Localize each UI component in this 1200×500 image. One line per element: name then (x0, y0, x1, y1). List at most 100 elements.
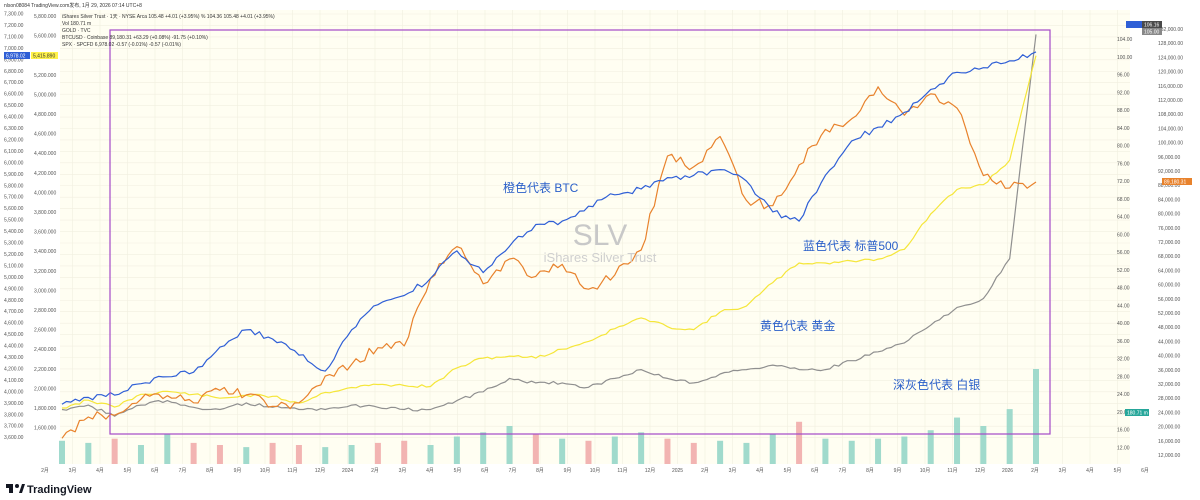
right-axis-btc-tick-label: 112,000.00 (1158, 98, 1183, 104)
volume-bar (111, 438, 118, 464)
time-axis[interactable]: 2月 3月 4月 5月 6月 7月 8月 9月 10月 11月 12月 2024 2月 3月 4月 5月 6月 7… (41, 468, 1149, 474)
right-axis-slv-tick-label: 76.00 (1117, 161, 1130, 167)
volume-bar (532, 434, 539, 464)
time-axis-tick-label: 12月 (315, 468, 326, 474)
right-axis-btc-tick-label: 72,000.00 (1158, 240, 1180, 246)
left-axis-2-tick-label: 4,200.000 (34, 171, 56, 177)
left-axis-2-tick-label: 2,800.000 (34, 308, 56, 314)
volume-bar (401, 440, 408, 464)
tradingview-logo-text: TradingView (27, 484, 92, 496)
right-axis-slv[interactable]: 104.00 100.00 96.00 92.00 88.00 84.00 80.00 76.… (1117, 37, 1133, 451)
spx-price-badge (4, 52, 30, 59)
time-axis-tick-label: 2026 (1002, 468, 1013, 474)
time-axis-tick-label: 2月 (701, 468, 709, 474)
time-axis-tick-label: 9月 (234, 468, 242, 474)
left-axis-2-tick-label: 2,400.000 (34, 347, 56, 353)
right-axis-btc-tick-label: 36,000.00 (1158, 368, 1180, 374)
btc-price-badge-text: 89,180.31 (1164, 180, 1186, 186)
time-axis-tick-label: 4月 (426, 468, 434, 474)
volume-badge-text: 180.71 m (1127, 411, 1148, 417)
volume-bar (822, 438, 829, 464)
annotation-gold: 黄色代表 黄金 (760, 318, 835, 333)
left-axis-2-tick-label: 4,800.000 (34, 112, 56, 118)
right-axis-slv-tick-label: 96.00 (1117, 73, 1130, 79)
volume-bar (85, 442, 92, 464)
left-axis-tick-label: 7,100.00 (4, 34, 24, 40)
volume-bar (559, 438, 566, 464)
time-axis-tick-label: 6月 (151, 468, 159, 474)
left-axis-tick-label: 4,300.00 (4, 355, 24, 361)
footer (0, 476, 1200, 500)
time-axis-tick-label: 2月 (41, 468, 49, 474)
volume-bar (638, 432, 645, 464)
btc-price-badge (1162, 178, 1192, 185)
price-series (61, 34, 1037, 439)
left-axis-2-tick-label: 4,600.000 (34, 132, 56, 138)
left-axis-2-tick-label: 5,200.000 (34, 73, 56, 79)
time-axis-tick-label: 2月 (371, 468, 379, 474)
tradingview-logo-icon (6, 484, 25, 493)
right-axis-btc-tick-label: 100,000.00 (1158, 141, 1183, 147)
right-axis-slv-tick-label: 68.00 (1117, 197, 1130, 203)
left-axis-tick-label: 6,000.00 (4, 160, 24, 166)
right-axis-slv-tick-label: 72.00 (1117, 179, 1130, 185)
left-axis-spx[interactable]: 7,300.00 7,200.00 7,100.00 7,000.00 6,900.00… (4, 12, 24, 442)
time-axis-tick-label: 5月 (454, 468, 462, 474)
right-axis-btc-tick-label: 40,000.00 (1158, 354, 1180, 360)
annotation-btc: 橙色代表 BTC (503, 180, 579, 195)
time-axis-tick-label: 3月 (69, 468, 77, 474)
gold-price-badge-text: 5,415.890 (33, 54, 55, 60)
left-axis-tick-label: 4,200.00 (4, 366, 24, 372)
time-axis-tick-label: 2024 (342, 468, 353, 474)
time-axis-tick-label: 6月 (481, 468, 489, 474)
annotation-silver: 深灰色代表 白银 (893, 377, 980, 392)
header-gold-line: GOLD · TVC (62, 28, 91, 34)
time-axis-tick-label: 8月 (536, 468, 544, 474)
gold-price-badge (31, 52, 58, 59)
volume-bar (743, 442, 750, 464)
annotation-spx: 蓝色代表 标普500 (803, 239, 899, 253)
right-axis-btc-tick-label: 116,000.00 (1158, 84, 1183, 90)
left-axis-2-tick-label: 2,200.000 (34, 367, 56, 373)
right-axis-btc[interactable]: 132,000.00 128,000.00 124,000.00 120,000.00… (1158, 27, 1183, 459)
left-axis-tick-label: 5,700.00 (4, 195, 24, 201)
slv-price-badge (1142, 21, 1162, 28)
left-axis-tick-label: 3,700.00 (4, 424, 24, 430)
right-axis-btc-tick-label: 104,000.00 (1158, 126, 1183, 132)
volume-bar (690, 442, 697, 464)
right-axis-slv-tick-label: 40.00 (1117, 321, 1130, 327)
volume-bar (954, 417, 961, 464)
volume-bar (769, 434, 776, 464)
right-axis-btc-tick-label: 80,000.00 (1158, 212, 1180, 218)
volume-bar (980, 426, 987, 464)
left-axis-tick-label: 4,600.00 (4, 321, 24, 327)
right-axis-btc-tick-label: 92,000.00 (1158, 169, 1180, 175)
volume-bar (243, 447, 250, 464)
volume-bar (1033, 369, 1039, 464)
left-axis-tick-label: 5,000.00 (4, 275, 24, 281)
time-axis-tick-label: 3月 (1059, 468, 1067, 474)
time-axis-tick-label: 6月 (1141, 468, 1149, 474)
watermark-symbol: SLV (573, 219, 627, 252)
time-axis-tick-label: 9月 (564, 468, 572, 474)
left-axis-2-tick-label: 5,800.000 (34, 14, 56, 20)
volume-bar (506, 426, 513, 464)
grid-lines (60, 10, 1130, 464)
right-axis-slv-tick-label: 48.00 (1117, 286, 1130, 292)
series-line-slv (61, 34, 1037, 417)
left-axis-tick-label: 6,800.00 (4, 69, 24, 75)
time-axis-tick-label: 9月 (894, 468, 902, 474)
time-axis-tick-label: 2025 (672, 468, 683, 474)
volume-bar (295, 445, 302, 464)
volume-bar (480, 432, 487, 464)
right-axis-slv-tick-label: 36.00 (1117, 339, 1130, 345)
volume-bar (59, 440, 65, 464)
left-axis-tick-label: 6,600.00 (4, 92, 24, 98)
volume-bar (322, 447, 329, 464)
right-axis-btc-tick-label: 68,000.00 (1158, 254, 1180, 260)
left-axis-tick-label: 6,700.00 (4, 80, 24, 86)
annotation-frame (109, 29, 1051, 435)
left-axis-2-tick-label: 3,200.000 (34, 269, 56, 275)
volume-bar (611, 436, 618, 464)
